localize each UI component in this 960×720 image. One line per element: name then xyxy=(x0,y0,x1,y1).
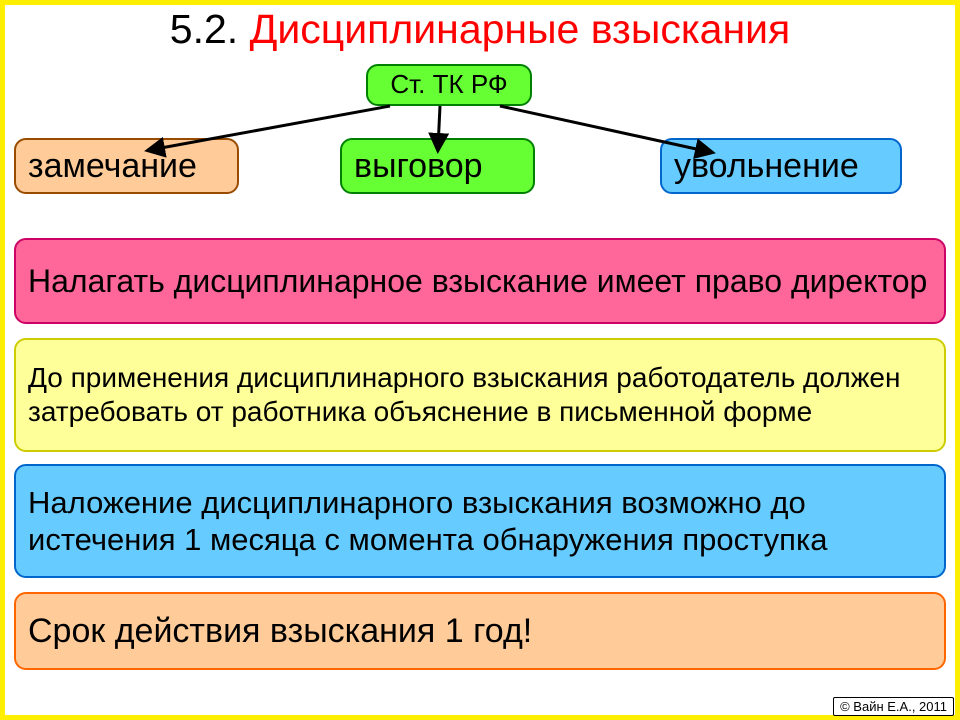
type-label: замечание xyxy=(28,146,197,187)
title-text: Дисциплинарные взыскания xyxy=(250,6,791,52)
type-box-dismissal: увольнение xyxy=(660,138,902,194)
slide-title: 5.2. Дисциплинарные взыскания xyxy=(0,6,960,53)
root-box-label: Ст. ТК РФ xyxy=(390,69,507,100)
type-box-reprimand: выговор xyxy=(340,138,535,194)
title-number: 5.2. xyxy=(170,6,238,52)
type-label: увольнение xyxy=(674,146,859,187)
rule-box-1: Налагать дисциплинарное взыскание имеет … xyxy=(14,238,946,324)
rule-text: Наложение дисциплинарного взыскания возм… xyxy=(28,484,932,558)
rule-text: До применения дисциплинарного взыскания … xyxy=(28,361,932,428)
type-label: выговор xyxy=(354,146,483,187)
rule-box-4: Срок действия взыскания 1 год! xyxy=(14,592,946,670)
type-box-remark: замечание xyxy=(14,138,239,194)
copyright-label: © Вайн Е.А., 2011 xyxy=(833,697,954,716)
copyright-text: © Вайн Е.А., 2011 xyxy=(840,699,947,714)
rule-box-2: До применения дисциплинарного взыскания … xyxy=(14,338,946,452)
rule-text: Налагать дисциплинарное взыскание имеет … xyxy=(28,262,927,300)
rule-text: Срок действия взыскания 1 год! xyxy=(28,611,532,652)
rule-box-3: Наложение дисциплинарного взыскания возм… xyxy=(14,464,946,578)
root-box: Ст. ТК РФ xyxy=(366,64,532,106)
